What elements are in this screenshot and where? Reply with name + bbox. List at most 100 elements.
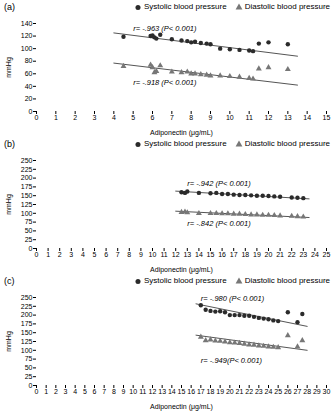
svg-text:2: 2 — [73, 114, 77, 121]
svg-text:75: 75 — [25, 218, 33, 225]
svg-text:18: 18 — [241, 251, 249, 258]
svg-text:24: 24 — [311, 251, 319, 258]
svg-text:140: 140 — [21, 20, 33, 27]
svg-text:6: 6 — [151, 114, 155, 121]
svg-text:14: 14 — [195, 251, 203, 258]
svg-text:4: 4 — [81, 251, 85, 258]
svg-text:7: 7 — [102, 388, 106, 395]
svg-text:Adiponectin (μg/mL): Adiponectin (μg/mL) — [150, 266, 213, 274]
svg-text:125: 125 — [21, 338, 33, 345]
svg-text:8: 8 — [112, 388, 116, 395]
svg-text:175: 175 — [21, 320, 33, 327]
svg-text:27: 27 — [294, 388, 302, 395]
svg-text:24: 24 — [265, 388, 273, 395]
svg-text:18: 18 — [207, 388, 215, 395]
svg-text:225: 225 — [21, 303, 33, 310]
svg-text:20: 20 — [226, 388, 234, 395]
svg-text:0: 0 — [35, 251, 39, 258]
svg-text:15: 15 — [207, 251, 215, 258]
svg-text:2: 2 — [54, 388, 58, 395]
svg-text:50: 50 — [25, 227, 33, 234]
svg-text:150: 150 — [21, 329, 33, 336]
svg-text:15: 15 — [323, 114, 331, 121]
svg-text:10: 10 — [149, 251, 157, 258]
svg-text:75: 75 — [25, 355, 33, 362]
svg-text:16: 16 — [218, 251, 226, 258]
svg-text:17: 17 — [197, 388, 205, 395]
svg-text:23: 23 — [255, 388, 263, 395]
svg-text:4: 4 — [73, 388, 77, 395]
svg-text:r= -.963 (P< 0.001): r= -.963 (P< 0.001) — [133, 24, 197, 33]
svg-text:12: 12 — [265, 114, 273, 121]
svg-text:3: 3 — [69, 251, 73, 258]
svg-text:10: 10 — [226, 114, 234, 121]
svg-text:8: 8 — [127, 251, 131, 258]
svg-text:mmHg: mmHg — [5, 57, 13, 78]
svg-text:11: 11 — [246, 114, 253, 121]
svg-text:250: 250 — [21, 157, 33, 164]
svg-text:r= -.949(P< 0.001): r= -.949(P< 0.001) — [201, 356, 263, 365]
svg-text:225: 225 — [21, 166, 33, 173]
svg-text:7: 7 — [170, 114, 174, 121]
svg-text:2: 2 — [58, 251, 62, 258]
svg-text:0: 0 — [29, 245, 33, 252]
svg-text:100: 100 — [21, 347, 33, 354]
svg-text:25: 25 — [274, 388, 282, 395]
svg-text:125: 125 — [21, 201, 33, 208]
svg-text:3: 3 — [93, 114, 97, 121]
svg-text:r= -.918 (P< 0.001): r= -.918 (P< 0.001) — [133, 78, 197, 87]
svg-text:19: 19 — [253, 251, 261, 258]
svg-text:11: 11 — [160, 251, 167, 258]
svg-text:6: 6 — [104, 251, 108, 258]
svg-text:22: 22 — [245, 388, 253, 395]
svg-text:0: 0 — [29, 382, 33, 389]
svg-text:12: 12 — [172, 251, 180, 258]
svg-text:5: 5 — [83, 388, 87, 395]
svg-text:21: 21 — [236, 388, 244, 395]
svg-text:0: 0 — [35, 388, 39, 395]
svg-text:13: 13 — [158, 388, 166, 395]
svg-text:26: 26 — [284, 388, 292, 395]
svg-text:Adiponectin (μg/mL): Adiponectin (μg/mL) — [150, 403, 213, 411]
svg-text:6: 6 — [93, 388, 97, 395]
svg-text:1: 1 — [54, 114, 58, 121]
svg-text:mmHg: mmHg — [5, 331, 13, 352]
svg-text:22: 22 — [288, 251, 296, 258]
svg-text:200: 200 — [21, 311, 33, 318]
svg-text:13: 13 — [183, 251, 191, 258]
svg-text:12: 12 — [149, 388, 157, 395]
svg-text:28: 28 — [303, 388, 311, 395]
svg-text:r= -.980 (P< 0.001): r= -.980 (P< 0.001) — [201, 294, 265, 303]
svg-text:250: 250 — [21, 294, 33, 301]
svg-text:50: 50 — [25, 364, 33, 371]
svg-text:100: 100 — [21, 45, 33, 52]
svg-text:20: 20 — [265, 251, 273, 258]
svg-text:120: 120 — [21, 32, 33, 39]
svg-text:9: 9 — [122, 388, 126, 395]
svg-text:8: 8 — [189, 114, 193, 121]
svg-text:30: 30 — [323, 388, 331, 395]
svg-text:150: 150 — [21, 192, 33, 199]
svg-text:15: 15 — [178, 388, 186, 395]
svg-text:r= -.942 (P< 0.001): r= -.942 (P< 0.001) — [187, 179, 251, 188]
svg-text:20: 20 — [25, 95, 33, 102]
svg-text:23: 23 — [299, 251, 307, 258]
svg-text:25: 25 — [323, 251, 331, 258]
svg-text:40: 40 — [25, 83, 33, 90]
svg-text:25: 25 — [25, 373, 33, 380]
svg-text:19: 19 — [216, 388, 224, 395]
svg-text:17: 17 — [230, 251, 238, 258]
svg-text:mmHg: mmHg — [5, 194, 13, 215]
svg-text:1: 1 — [44, 388, 48, 395]
svg-text:10: 10 — [129, 388, 137, 395]
svg-text:14: 14 — [303, 114, 311, 121]
svg-text:7: 7 — [116, 251, 120, 258]
svg-text:80: 80 — [25, 57, 33, 64]
svg-text:175: 175 — [21, 183, 33, 190]
svg-text:9: 9 — [139, 251, 143, 258]
svg-text:100: 100 — [21, 210, 33, 217]
svg-text:200: 200 — [21, 174, 33, 181]
svg-text:11: 11 — [139, 388, 146, 395]
svg-text:21: 21 — [276, 251, 284, 258]
svg-text:9: 9 — [209, 114, 213, 121]
